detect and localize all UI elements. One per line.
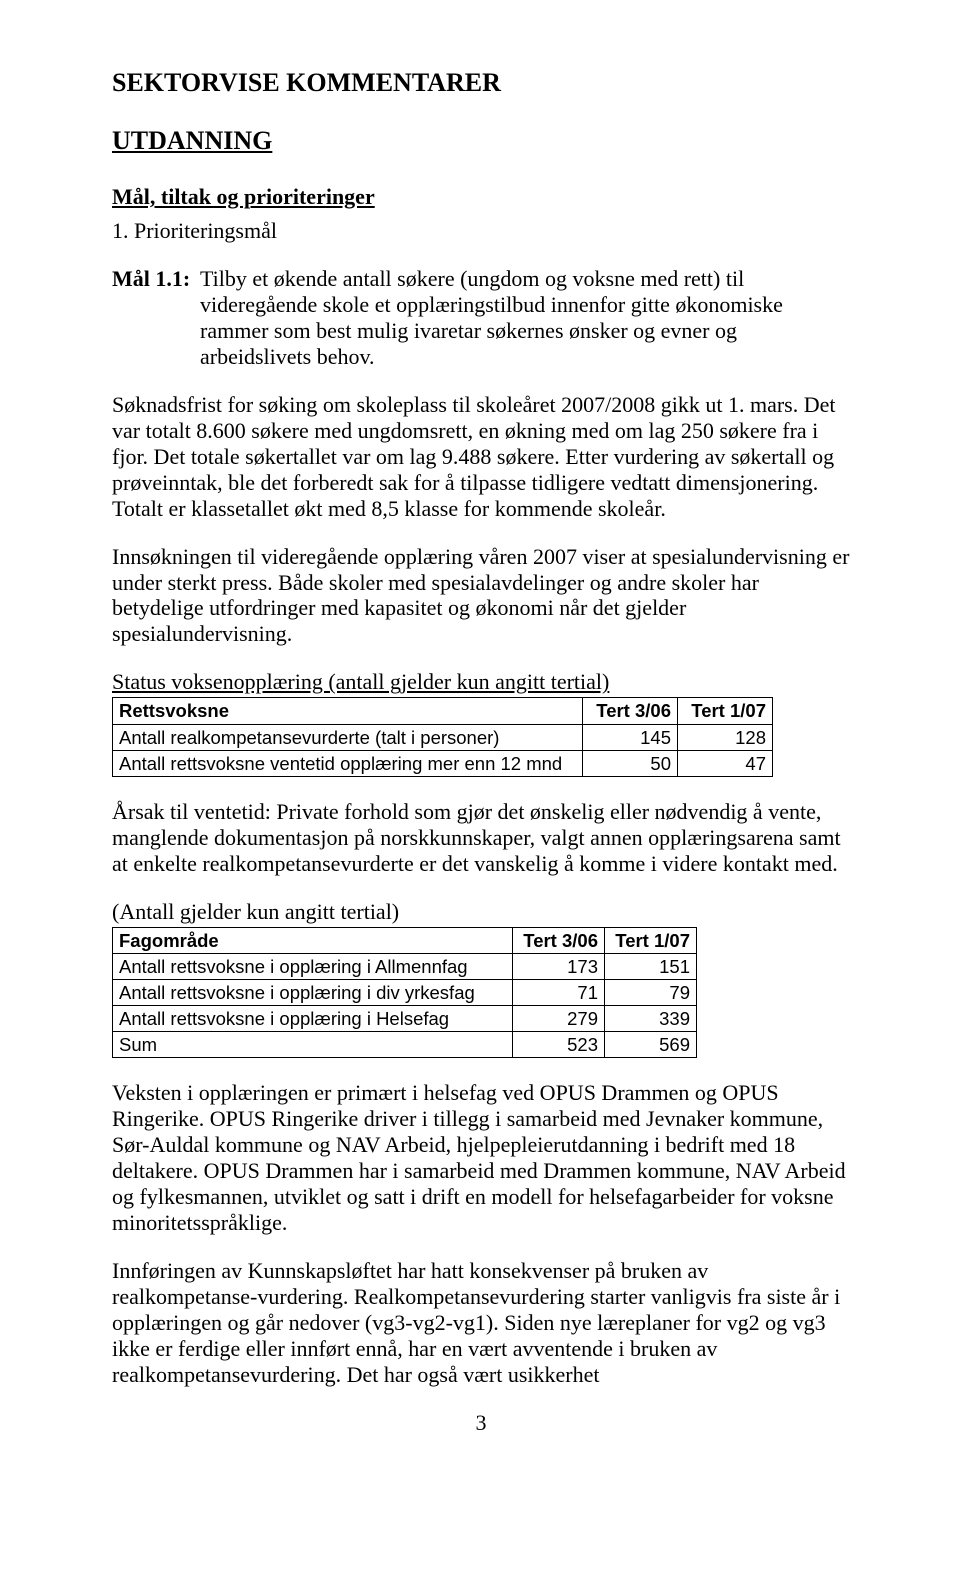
goal-block: Mål 1.1: Tilby et økende antall søkere (… xyxy=(112,266,850,370)
paragraph-5: Innføringen av Kunnskapsløftet har hatt … xyxy=(112,1258,850,1388)
table-header: Tert 1/07 xyxy=(605,927,697,953)
table-cell: 47 xyxy=(678,750,773,776)
subsection-heading: Mål, tiltak og prioriteringer xyxy=(112,184,850,210)
table-cell: Antall realkompetansevurderte (talt i pe… xyxy=(113,724,583,750)
page-number: 3 xyxy=(112,1410,850,1436)
table-row: Antall rettsvoksne i opplæring i Helsefa… xyxy=(113,1006,697,1032)
document-page: SEKTORVISE KOMMENTARER UTDANNING Mål, ti… xyxy=(0,0,960,1476)
paragraph-1: Søknadsfrist for søking om skoleplass ti… xyxy=(112,392,850,522)
goal-label: Mål 1.1: xyxy=(112,266,200,370)
prioriteringsmal-label: 1. Prioriteringsmål xyxy=(112,218,850,244)
table-cell: 145 xyxy=(583,724,678,750)
table-row: Antall rettsvoksne i opplæring i div yrk… xyxy=(113,979,697,1005)
table-row: Sum523569 xyxy=(113,1032,697,1058)
table-cell: 173 xyxy=(513,953,605,979)
table-header: Rettsvoksne xyxy=(113,698,583,724)
table-cell: 279 xyxy=(513,1006,605,1032)
document-title: SEKTORVISE KOMMENTARER xyxy=(112,68,850,98)
goal-text: Tilby et økende antall søkere (ungdom og… xyxy=(200,266,850,370)
table-cell: 71 xyxy=(513,979,605,1005)
table-rettsvoksne: RettsvoksneTert 3/06Tert 1/07 Antall real… xyxy=(112,697,773,776)
table-header: Tert 3/06 xyxy=(513,927,605,953)
paragraph-2: Innsøkningen til videregående opplæring … xyxy=(112,544,850,648)
table-cell: Antall rettsvoksne i opplæring i Allmenn… xyxy=(113,953,513,979)
paragraph-3: Årsak til ventetid: Private forhold som … xyxy=(112,799,850,877)
table-cell: 339 xyxy=(605,1006,697,1032)
table-cell: 79 xyxy=(605,979,697,1005)
table-cell: 523 xyxy=(513,1032,605,1058)
table-header: Tert 3/06 xyxy=(583,698,678,724)
table-cell: 128 xyxy=(678,724,773,750)
table-row: Antall realkompetansevurderte (talt i pe… xyxy=(113,724,773,750)
table-cell: 50 xyxy=(583,750,678,776)
table-header: Tert 1/07 xyxy=(678,698,773,724)
table-cell: Antall rettsvoksne ventetid opplæring me… xyxy=(113,750,583,776)
paragraph-4: Veksten i opplæringen er primært i helse… xyxy=(112,1080,850,1236)
table-cell: Antall rettsvoksne i opplæring i div yrk… xyxy=(113,979,513,1005)
table-header: Fagområde xyxy=(113,927,513,953)
table2-caption: (Antall gjelder kun angitt tertial) xyxy=(112,899,850,925)
table-cell: Antall rettsvoksne i opplæring i Helsefa… xyxy=(113,1006,513,1032)
table-cell: 151 xyxy=(605,953,697,979)
table-fagomrade: FagområdeTert 3/06Tert 1/07 Antall rettsv… xyxy=(112,927,697,1059)
section-heading: UTDANNING xyxy=(112,126,850,156)
table-row: Antall rettsvoksne ventetid opplæring me… xyxy=(113,750,773,776)
table-row: Antall rettsvoksne i opplæring i Allmenn… xyxy=(113,953,697,979)
table-cell: 569 xyxy=(605,1032,697,1058)
table-cell: Sum xyxy=(113,1032,513,1058)
table1-caption: Status voksenopplæring (antall gjelder k… xyxy=(112,669,850,695)
